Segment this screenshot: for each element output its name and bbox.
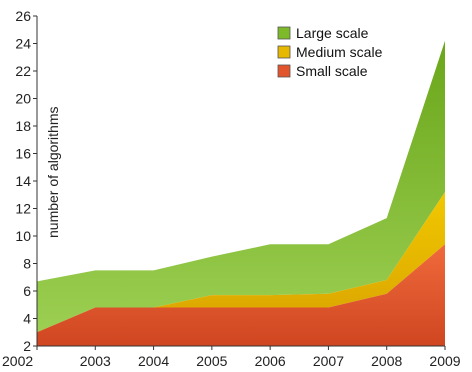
y-tick-label: 22 bbox=[15, 63, 31, 79]
area-medium-scale bbox=[37, 192, 445, 333]
y-tick-label: 18 bbox=[15, 118, 31, 134]
y-tick-label: 2 bbox=[23, 338, 31, 354]
area-large-scale bbox=[37, 40, 445, 333]
y-tick-label: 24 bbox=[15, 36, 31, 52]
x-tick-label: 2002 bbox=[2, 353, 33, 369]
x-tick-label: 2006 bbox=[255, 353, 286, 369]
plot-areas bbox=[37, 40, 445, 346]
y-tick-label: 4 bbox=[23, 311, 31, 327]
y-tick-label: 20 bbox=[15, 91, 31, 107]
y-tick-label: 10 bbox=[15, 228, 31, 244]
y-tick-label: 8 bbox=[23, 256, 31, 272]
y-axis-label: number of algorithms bbox=[45, 106, 61, 238]
y-tick-label: 16 bbox=[15, 146, 31, 162]
x-tick-label: 2007 bbox=[313, 353, 344, 369]
legend-swatch-medium-scale bbox=[277, 45, 291, 59]
y-tick-label: 14 bbox=[15, 173, 31, 189]
legend-swatch-small-scale bbox=[277, 64, 291, 78]
legend: Large scale Medium scale Small scale bbox=[277, 25, 383, 79]
y-tick-label: 12 bbox=[15, 201, 31, 217]
y-tick-label: 6 bbox=[23, 283, 31, 299]
x-tick-label: 2008 bbox=[371, 353, 402, 369]
x-axis-ticks: 2002 2003 2004 2005 2006 2007 2008 2009 bbox=[2, 346, 461, 369]
x-tick-label: 2003 bbox=[80, 353, 111, 369]
legend-swatch-large-scale bbox=[277, 26, 291, 40]
area-small-scale bbox=[37, 244, 445, 346]
legend-label-large-scale: Large scale bbox=[296, 25, 369, 41]
x-tick-label: 2009 bbox=[429, 353, 460, 369]
x-tick-label: 2005 bbox=[196, 353, 227, 369]
x-tick-label: 2004 bbox=[138, 353, 169, 369]
legend-label-small-scale: Small scale bbox=[296, 63, 368, 79]
y-tick-label: 26 bbox=[15, 8, 31, 24]
legend-label-medium-scale: Medium scale bbox=[296, 44, 383, 60]
